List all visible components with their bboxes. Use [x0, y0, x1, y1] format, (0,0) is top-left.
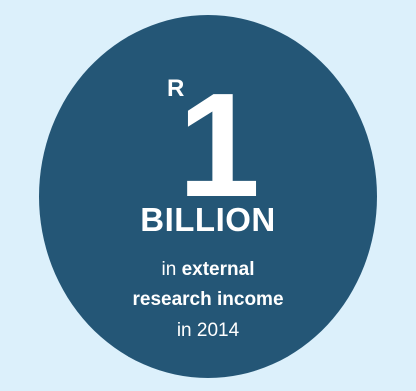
stat-unit: BILLION — [140, 201, 276, 238]
caption-line-1: in external — [39, 260, 377, 279]
caption-emphasis-external: external — [181, 259, 255, 280]
caption-prefix: in — [161, 259, 177, 280]
currency-symbol: R — [167, 75, 185, 102]
caption-line-3: in 2014 — [176, 320, 240, 341]
stat-circle: R 1 BILLION in external research income … — [39, 15, 377, 378]
stat-number: 1 — [177, 63, 260, 228]
caption-line-2: research income — [39, 290, 377, 309]
caption-emphasis-research-income: research income — [132, 289, 284, 310]
